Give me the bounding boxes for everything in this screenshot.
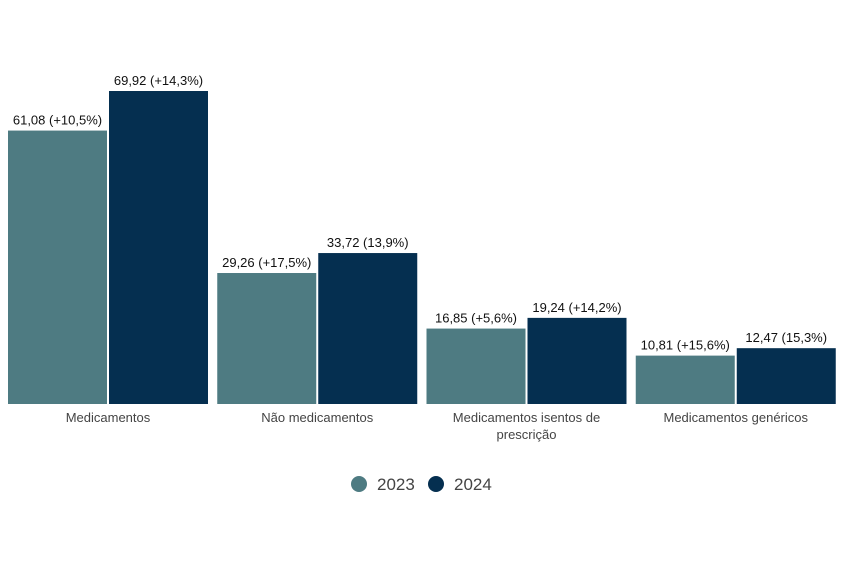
bar-group: 10,81 (+15,6%) 12,47 (15,3%) — [635, 330, 836, 404]
bar-group: 16,85 (+5,6%) 19,24 (+14,2%) — [426, 300, 627, 404]
legend-item: 2023 — [351, 475, 415, 494]
data-label: 10,81 (+15,6%) — [641, 338, 730, 353]
bar-2023 — [426, 328, 526, 404]
data-label: 29,26 (+17,5%) — [222, 255, 311, 270]
data-label: 33,72 (13,9%) — [327, 235, 409, 250]
legend-swatch — [351, 476, 367, 492]
category-label: Medicamentos — [66, 410, 151, 425]
legend: 2023 2024 — [351, 475, 492, 494]
bar-group: 29,26 (+17,5%) 33,72 (13,9%) — [217, 235, 418, 404]
bar-2024 — [736, 348, 836, 404]
data-label: 61,08 (+10,5%) — [13, 113, 102, 128]
bar-group: 61,08 (+10,5%) 69,92 (+14,3%) — [8, 73, 208, 405]
bar-2024 — [527, 317, 627, 404]
category-label: Medicamentos isentos de prescrição — [453, 410, 600, 442]
bar-2023 — [635, 355, 735, 404]
legend-swatch — [428, 476, 444, 492]
legend-item: 2024 — [428, 475, 492, 494]
data-label: 12,47 (15,3%) — [745, 330, 827, 345]
bar-2024 — [109, 91, 208, 404]
category-label: Medicamentos genéricos — [663, 410, 808, 425]
data-label: 16,85 (+5,6%) — [435, 311, 517, 326]
bar-2023 — [217, 273, 317, 404]
bar-2023 — [8, 130, 107, 405]
legend-label: 2024 — [454, 475, 492, 494]
data-label: 69,92 (+14,3%) — [114, 73, 203, 88]
bar-2024 — [318, 253, 418, 404]
data-label: 19,24 (+14,2%) — [532, 300, 621, 315]
legend-label: 2023 — [377, 475, 415, 494]
category-label: Não medicamentos — [261, 410, 373, 425]
